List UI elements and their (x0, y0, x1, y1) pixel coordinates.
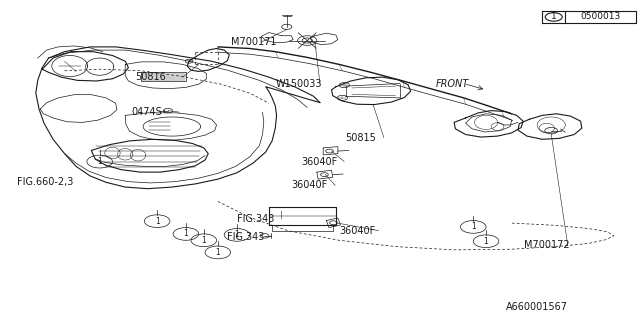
Text: 50815: 50815 (346, 133, 376, 143)
Text: 1: 1 (551, 12, 557, 21)
Text: FIG.660-2,3: FIG.660-2,3 (17, 177, 73, 187)
Text: FRONT: FRONT (436, 78, 470, 89)
Text: 36040F: 36040F (301, 156, 337, 167)
Text: 1: 1 (155, 217, 159, 226)
Text: W150033: W150033 (275, 78, 322, 89)
Text: 1: 1 (202, 236, 206, 245)
Text: 36040F: 36040F (339, 226, 376, 236)
Text: 36040F: 36040F (291, 180, 328, 190)
Text: 1: 1 (184, 229, 188, 238)
Text: 1: 1 (471, 222, 476, 231)
Text: M700171: M700171 (230, 37, 276, 47)
Text: A660001567: A660001567 (506, 301, 568, 312)
Text: FIG.343: FIG.343 (237, 214, 275, 224)
Text: 1: 1 (97, 157, 102, 166)
Text: 0474S: 0474S (132, 107, 163, 117)
Text: M700172: M700172 (524, 240, 570, 250)
Text: 1: 1 (235, 230, 239, 239)
Text: 1: 1 (216, 248, 220, 257)
Text: 50816: 50816 (135, 72, 166, 82)
Text: 1: 1 (484, 237, 488, 246)
Text: FIG.343: FIG.343 (227, 232, 265, 242)
Text: 0500013: 0500013 (581, 12, 621, 21)
